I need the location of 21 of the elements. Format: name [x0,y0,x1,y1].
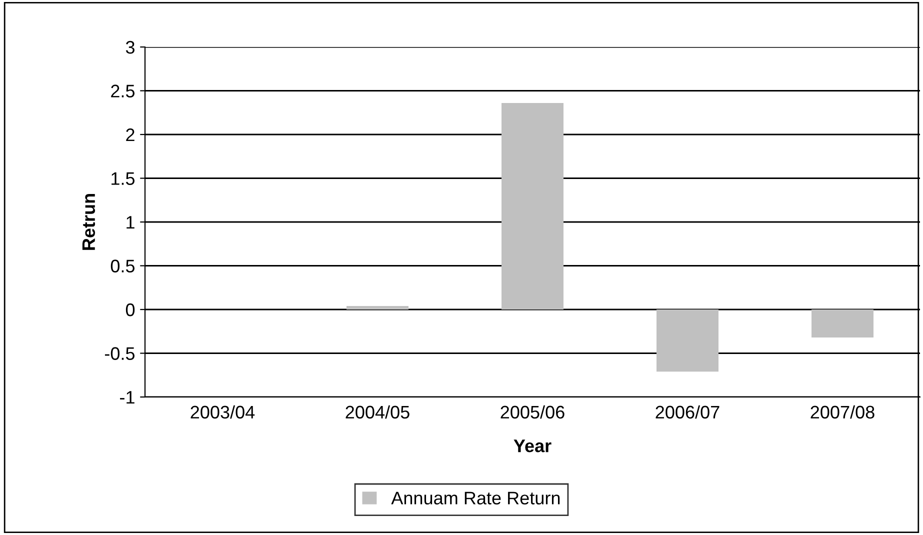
y-tick-label: 2 [126,128,134,142]
x-tick-label: 2006/07 [656,405,720,419]
y-tick-label: 0.5 [110,260,135,272]
y-tick-label: 1 [126,216,134,229]
x-axis-title: Year [514,440,552,452]
bar [656,310,718,372]
x-tick-label: 2003/04 [190,405,255,419]
y-tick-label: 2.5 [111,84,135,98]
x-tick-label: 2007/08 [810,405,874,419]
y-tick-label: -0.5 [104,347,135,360]
y-tick-label: 0 [126,303,135,316]
y-tick-label: -1 [120,391,134,404]
y-tick-label: 1.5 [112,172,135,185]
bar [812,310,874,338]
bar [502,103,564,310]
y-tick-label: 3 [126,40,134,54]
bar [346,306,408,310]
x-tick-label: 2004/05 [346,405,410,419]
y-axis-title: Retrun [82,194,96,250]
x-tick-label: 2005/06 [500,405,564,419]
legend-label: Annuam Rate Return [391,492,560,504]
